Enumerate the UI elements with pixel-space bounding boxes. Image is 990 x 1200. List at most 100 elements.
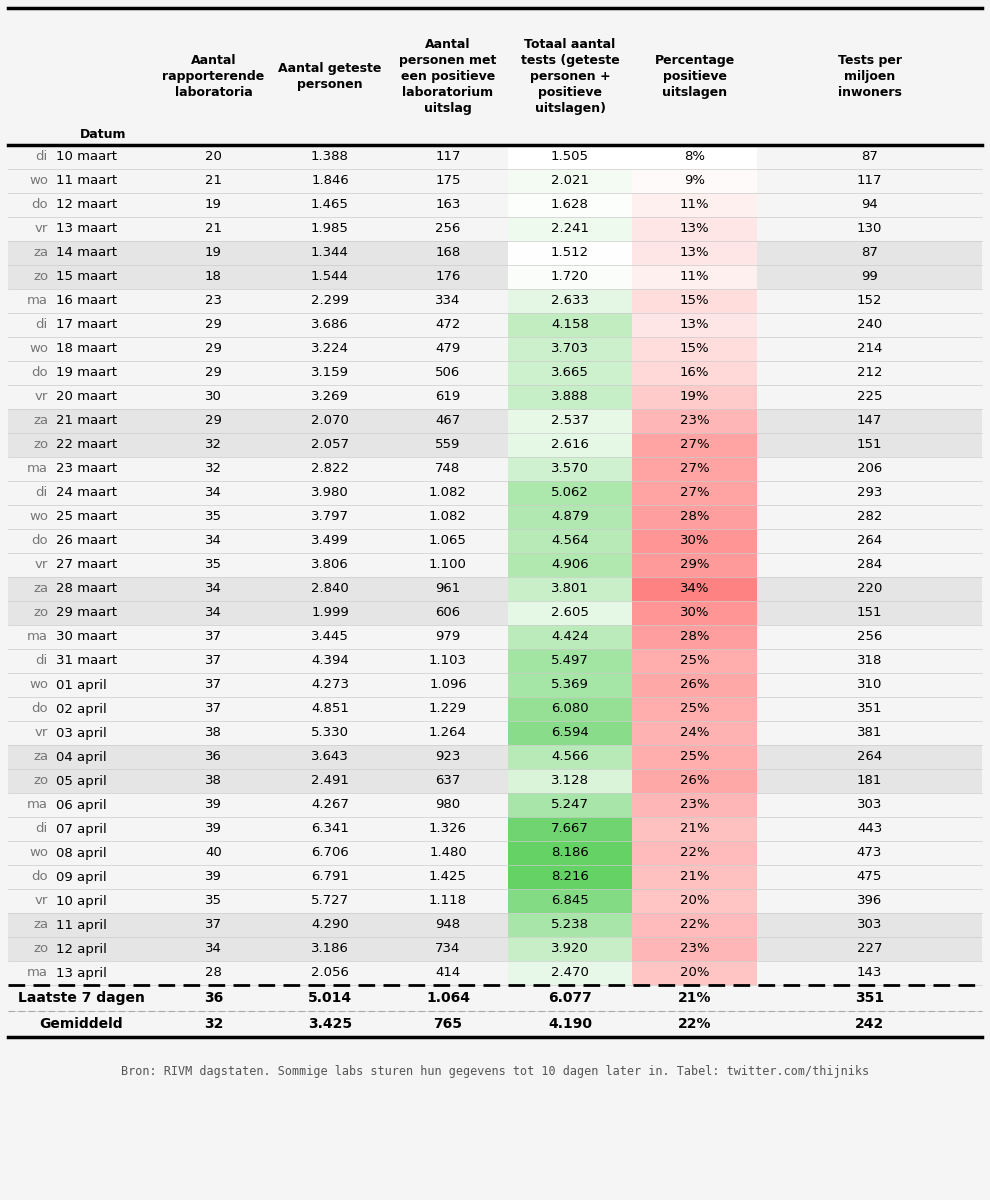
Text: 961: 961 — [436, 582, 460, 595]
Text: 12 april: 12 april — [56, 942, 107, 955]
Text: 4.879: 4.879 — [551, 510, 589, 523]
Text: 1.100: 1.100 — [429, 558, 467, 571]
Text: 3.224: 3.224 — [311, 342, 349, 355]
Text: 443: 443 — [857, 822, 882, 835]
Text: 8.186: 8.186 — [551, 846, 589, 859]
Text: 3.920: 3.920 — [551, 942, 589, 955]
Bar — [508, 265, 632, 289]
Bar — [632, 241, 757, 265]
Text: 14 maart: 14 maart — [56, 246, 117, 259]
Bar — [508, 961, 632, 985]
Text: 30%: 30% — [680, 534, 709, 547]
Text: 32: 32 — [205, 462, 222, 475]
Text: 506: 506 — [436, 366, 460, 379]
Bar — [8, 1010, 982, 1037]
Text: 05 april: 05 april — [56, 774, 107, 787]
Text: 479: 479 — [436, 342, 460, 355]
Text: 1.985: 1.985 — [311, 222, 348, 235]
Text: 637: 637 — [436, 774, 460, 787]
Bar — [8, 553, 982, 577]
Text: 1.096: 1.096 — [429, 678, 467, 691]
Text: zo: zo — [33, 270, 48, 283]
Text: 152: 152 — [856, 294, 882, 307]
Text: 22 maart: 22 maart — [56, 438, 117, 451]
Text: 34: 34 — [205, 486, 222, 499]
Text: 151: 151 — [856, 606, 882, 619]
Text: 334: 334 — [436, 294, 460, 307]
Bar — [8, 889, 982, 913]
Text: 30: 30 — [205, 390, 222, 403]
Text: wo: wo — [29, 342, 48, 355]
Text: Percentage
positieve
uitslagen: Percentage positieve uitslagen — [654, 54, 735, 98]
Text: 11%: 11% — [680, 198, 709, 211]
Text: 1.544: 1.544 — [311, 270, 348, 283]
Bar — [632, 193, 757, 217]
Text: 01 april: 01 april — [56, 678, 107, 691]
Bar — [508, 937, 632, 961]
Text: 34: 34 — [205, 606, 222, 619]
Text: 734: 734 — [436, 942, 460, 955]
Text: 5.369: 5.369 — [551, 678, 589, 691]
Text: 07 april: 07 april — [56, 822, 107, 835]
Bar — [632, 409, 757, 433]
Text: 11%: 11% — [680, 270, 709, 283]
Text: 2.021: 2.021 — [551, 174, 589, 187]
Text: 04 april: 04 april — [56, 750, 107, 763]
Bar — [508, 817, 632, 841]
Text: 473: 473 — [856, 846, 882, 859]
Text: wo: wo — [29, 678, 48, 691]
Text: vr: vr — [35, 390, 48, 403]
Text: zo: zo — [33, 774, 48, 787]
Text: 6.791: 6.791 — [311, 870, 348, 883]
Text: 130: 130 — [856, 222, 882, 235]
Text: 303: 303 — [856, 798, 882, 811]
Text: 36: 36 — [204, 991, 223, 1006]
Text: Laatste 7 dagen: Laatste 7 dagen — [18, 991, 145, 1006]
Text: 6.706: 6.706 — [311, 846, 348, 859]
Text: di: di — [36, 318, 48, 331]
Text: 19: 19 — [205, 198, 222, 211]
Text: 31 maart: 31 maart — [56, 654, 117, 667]
Text: 3.570: 3.570 — [551, 462, 589, 475]
Bar — [8, 673, 982, 697]
Text: 1.065: 1.065 — [429, 534, 467, 547]
Text: 21: 21 — [205, 174, 222, 187]
Text: 38: 38 — [205, 726, 222, 739]
Text: 414: 414 — [436, 966, 460, 979]
Text: 1.264: 1.264 — [429, 726, 467, 739]
Bar — [8, 601, 982, 625]
Bar — [632, 529, 757, 553]
Text: 2.605: 2.605 — [551, 606, 589, 619]
Bar — [8, 769, 982, 793]
Text: 87: 87 — [861, 246, 878, 259]
Bar — [8, 529, 982, 553]
Bar — [508, 577, 632, 601]
Text: 4.566: 4.566 — [551, 750, 589, 763]
Bar — [508, 913, 632, 937]
Text: 26%: 26% — [680, 678, 709, 691]
Text: 5.497: 5.497 — [551, 654, 589, 667]
Bar — [632, 601, 757, 625]
Text: 2.491: 2.491 — [311, 774, 348, 787]
Bar — [632, 145, 757, 169]
Text: vr: vr — [35, 222, 48, 235]
Text: 29: 29 — [205, 342, 222, 355]
Bar — [508, 289, 632, 313]
Text: 22%: 22% — [680, 846, 709, 859]
Text: 381: 381 — [856, 726, 882, 739]
Text: za: za — [33, 918, 48, 931]
Text: zo: zo — [33, 606, 48, 619]
Text: 351: 351 — [856, 702, 882, 715]
Text: 4.394: 4.394 — [311, 654, 348, 667]
Text: 29 maart: 29 maart — [56, 606, 117, 619]
Text: 2.241: 2.241 — [551, 222, 589, 235]
Text: 3.801: 3.801 — [551, 582, 589, 595]
Bar — [632, 841, 757, 865]
Bar — [632, 313, 757, 337]
Text: 23 maart: 23 maart — [56, 462, 117, 475]
Text: 18: 18 — [205, 270, 222, 283]
Text: Totaal aantal
tests (geteste
personen +
positieve
uitslagen): Totaal aantal tests (geteste personen + … — [521, 38, 620, 115]
Text: za: za — [33, 246, 48, 259]
Text: 28: 28 — [205, 966, 222, 979]
Text: 227: 227 — [856, 942, 882, 955]
